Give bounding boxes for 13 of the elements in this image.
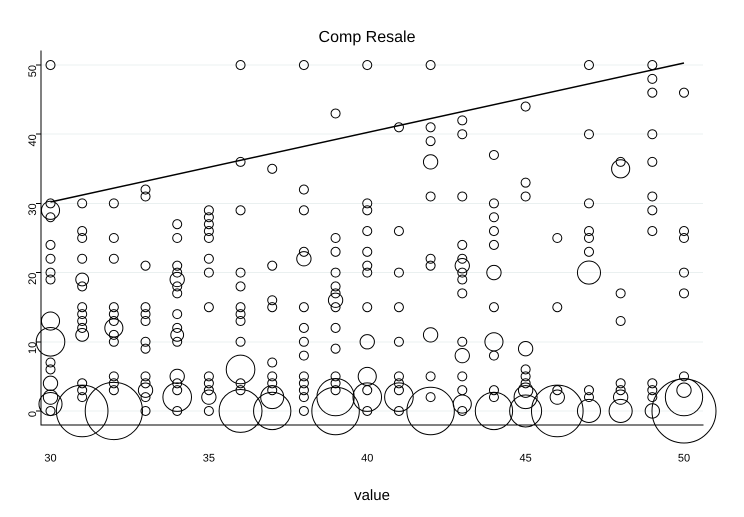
x-axis-title: value xyxy=(354,487,390,504)
x-tick-label: 35 xyxy=(202,452,215,464)
y-tick-label: 50 xyxy=(27,65,40,78)
x-tick-label: 30 xyxy=(44,452,57,464)
chart-title: Comp Resale xyxy=(318,29,416,46)
x-tick-label: 50 xyxy=(678,452,690,464)
y-tick-label: 30 xyxy=(27,203,40,216)
y-tick-label: 20 xyxy=(27,272,40,285)
y-tick-label: 40 xyxy=(27,134,40,146)
y-tick-label: 10 xyxy=(27,342,40,354)
y-tick-label: 0 xyxy=(27,410,40,418)
x-tick-label: 40 xyxy=(361,452,374,464)
x-tick-label: 45 xyxy=(519,452,532,464)
